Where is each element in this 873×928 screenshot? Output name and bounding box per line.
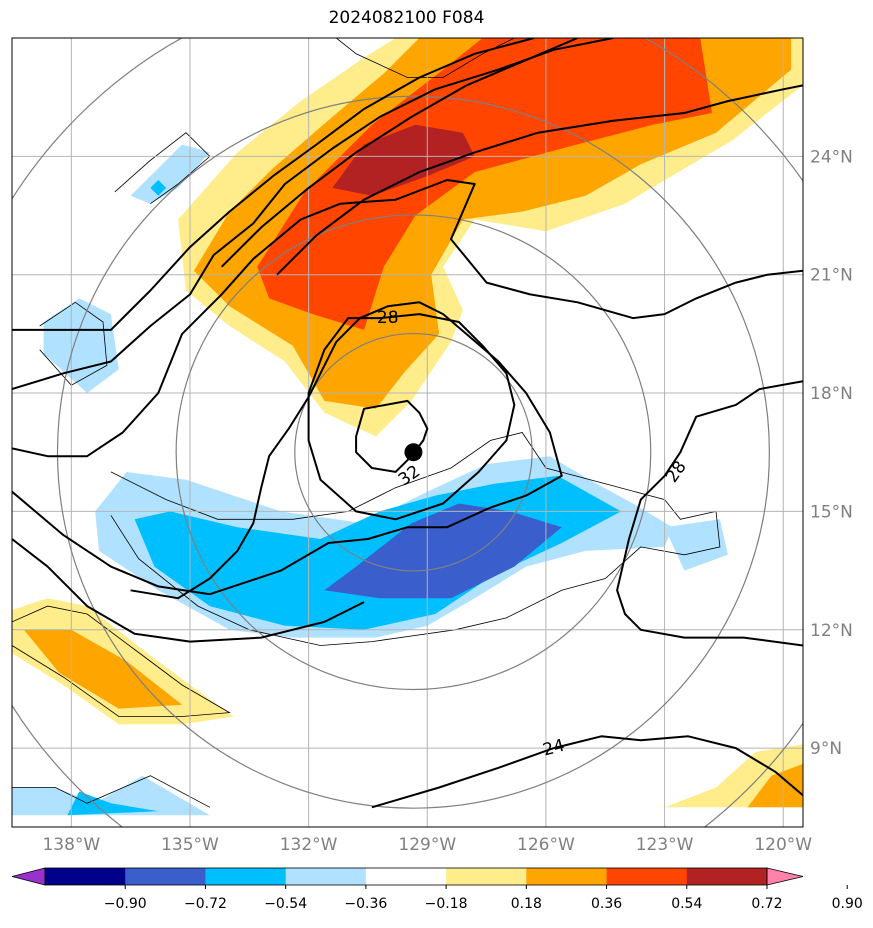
colorbar-segment-8 bbox=[686, 868, 768, 885]
colorbar: −0.90 −0.72 −0.54 −0.36 −0.18 0.18 0.36 0.54 0.7… bbox=[11, 867, 863, 912]
contour-line-2 bbox=[12, 301, 563, 600]
contour-line-3 bbox=[12, 179, 803, 458]
contour-line-7 bbox=[276, 84, 803, 276]
shaded-region-16 bbox=[150, 180, 167, 196]
lat-tick-label-2: 15°N bbox=[810, 502, 853, 522]
colorbar-segment-2 bbox=[205, 868, 287, 885]
lat-tick-label-3: 18°N bbox=[810, 384, 853, 404]
contour-label-1: 32 bbox=[395, 461, 424, 490]
shaded-region-15 bbox=[747, 763, 803, 808]
contour-label-2: 28 bbox=[662, 457, 691, 486]
shaded-region-7 bbox=[130, 144, 210, 204]
lon-tick-label-3: 129°W bbox=[398, 835, 456, 855]
shading-layer bbox=[12, 38, 803, 816]
lat-tick-label-4: 21°N bbox=[810, 266, 853, 286]
colorbar-segment-5 bbox=[446, 868, 527, 885]
lon-tick-label-0: 138°W bbox=[42, 835, 100, 855]
contour-layer bbox=[12, 38, 803, 809]
colorbar-segment-7 bbox=[606, 868, 688, 885]
colorbar-tick-label-8: 0.72 bbox=[751, 896, 782, 912]
shaded-region-11 bbox=[67, 791, 159, 816]
lat-tick-label-5: 24°N bbox=[810, 147, 853, 167]
shaded-region-10 bbox=[12, 775, 210, 816]
thin-contour-1 bbox=[39, 301, 108, 386]
lon-tick-label-1: 135°W bbox=[161, 835, 219, 855]
thin-contour-4 bbox=[12, 775, 210, 808]
colorbar-frame bbox=[44, 867, 768, 886]
colorbar-tick-label-0: −0.90 bbox=[104, 896, 147, 912]
colorbar-segment-0 bbox=[45, 868, 126, 885]
colorbar-segment-4 bbox=[365, 868, 447, 885]
range-ring-1 bbox=[175, 214, 652, 691]
thin-contour-0 bbox=[114, 132, 211, 205]
colorbar-segment-6 bbox=[526, 868, 608, 885]
contour-line-5 bbox=[12, 38, 535, 331]
lat-tick-label-1: 12°N bbox=[810, 621, 853, 641]
lon-tick-label-2: 132°W bbox=[280, 835, 338, 855]
range-ring-2 bbox=[56, 95, 770, 809]
lon-tick-label-4: 126°W bbox=[517, 835, 575, 855]
contour-line-6 bbox=[220, 38, 578, 268]
shaded-region-6 bbox=[324, 503, 562, 599]
colorbar-tick-label-6: 0.36 bbox=[591, 896, 622, 912]
contour-line-1 bbox=[307, 313, 516, 521]
colorbar-extend-high bbox=[766, 867, 804, 886]
colorbar-tick-label-9: 0.90 bbox=[832, 896, 863, 912]
shaded-region-8 bbox=[43, 298, 119, 393]
contour-line-10 bbox=[12, 538, 365, 643]
contour-line-9 bbox=[371, 735, 803, 809]
colorbar-segment-3 bbox=[285, 868, 367, 885]
contour-line-0 bbox=[355, 399, 429, 473]
colorbar-tick-label-5: 0.18 bbox=[511, 896, 542, 912]
shaded-region-13 bbox=[23, 629, 183, 709]
range-ring-0 bbox=[294, 332, 533, 572]
thin-contour-3 bbox=[12, 605, 231, 717]
axis-layer: 138°W 135°W 132°W 129°W 126°W 123°W 120°W 9°N 12… bbox=[42, 147, 852, 855]
contour-label-0: 28 bbox=[377, 308, 399, 328]
colorbar-tick-label-7: 0.54 bbox=[671, 896, 702, 912]
lon-tick-label-5: 123°W bbox=[636, 835, 694, 855]
contour-line-8 bbox=[616, 380, 803, 647]
storm-center-marker bbox=[404, 443, 423, 462]
colorbar-tick-label-3: −0.36 bbox=[344, 896, 387, 912]
plot-frame bbox=[11, 37, 804, 828]
contour-line-4 bbox=[12, 38, 614, 391]
shaded-region-3 bbox=[332, 124, 475, 196]
lat-tick-label-0: 9°N bbox=[810, 739, 842, 759]
colorbar-extend-low bbox=[11, 867, 46, 886]
marker-layer bbox=[404, 443, 423, 462]
chart-title: 2024082100 F084 bbox=[328, 8, 485, 28]
lon-tick-label-6: 120°W bbox=[754, 835, 812, 855]
colorbar-tick-label-1: −0.72 bbox=[184, 896, 227, 912]
colorbar-tick-label-2: −0.54 bbox=[264, 896, 307, 912]
shaded-region-2 bbox=[257, 38, 712, 330]
colorbar-tick-label-4: −0.18 bbox=[425, 896, 468, 912]
colorbar-segment-1 bbox=[125, 868, 206, 885]
shaded-region-9 bbox=[664, 519, 728, 571]
